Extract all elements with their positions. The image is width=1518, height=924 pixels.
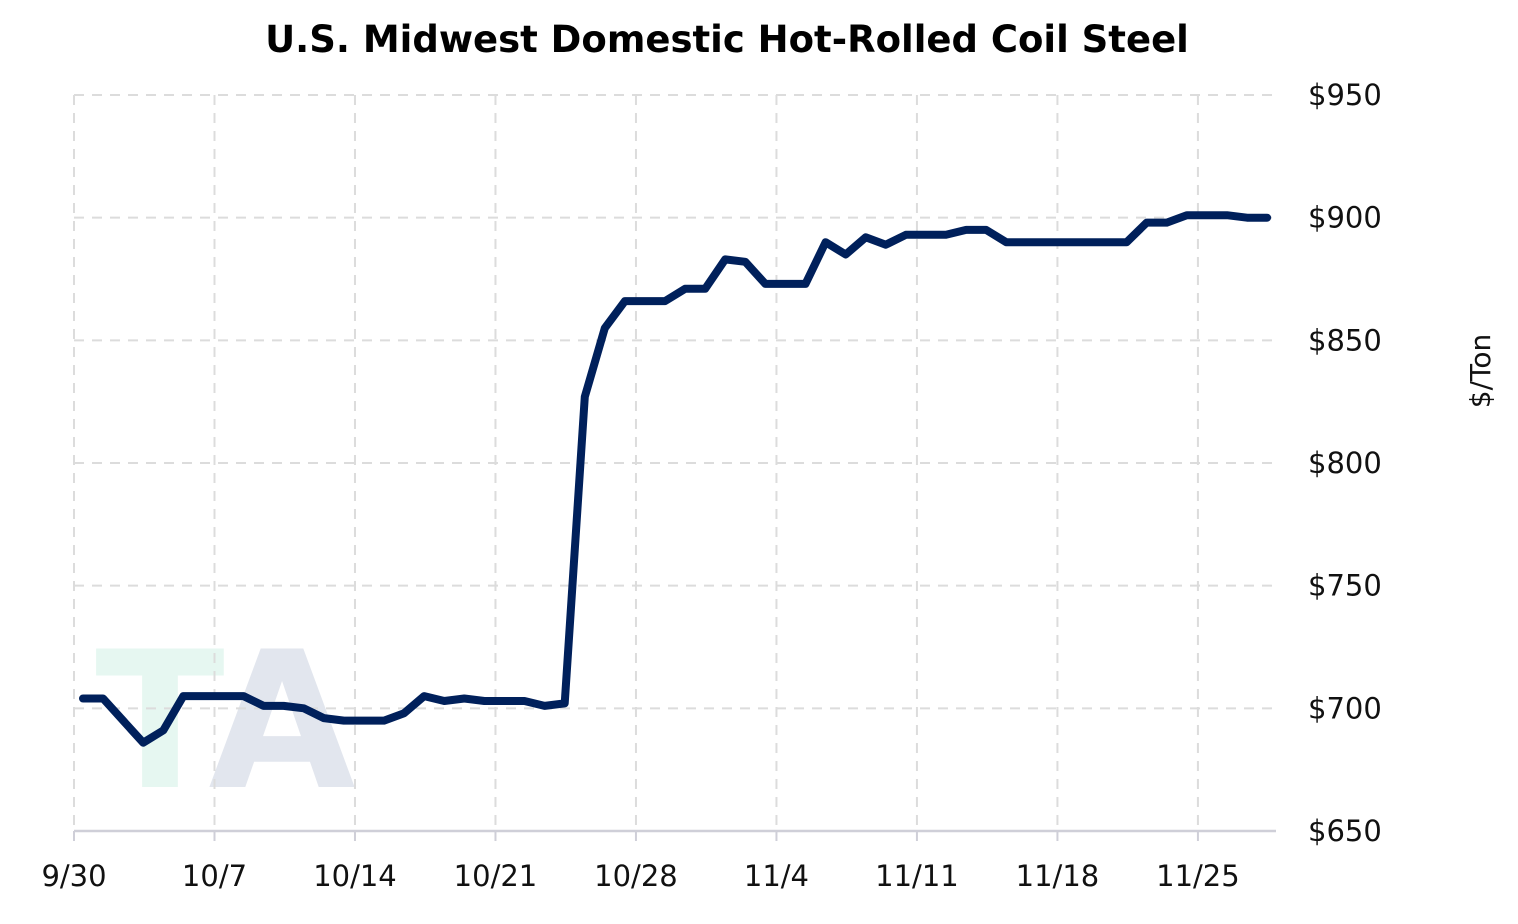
watermark-logo: TA <box>95 611 355 832</box>
x-tick-label: 11/25 <box>1156 859 1240 893</box>
series-group <box>79 211 1272 747</box>
y-tick-label: $800 <box>1308 446 1382 480</box>
x-tick-label: 10/28 <box>594 859 678 893</box>
x-tick-label: 11/11 <box>875 859 959 893</box>
y-tick-label: $900 <box>1308 201 1382 235</box>
series-line-0 <box>79 211 1272 747</box>
x-tick-label: 9/30 <box>41 859 106 893</box>
y-tick-label: $950 <box>1308 78 1382 112</box>
x-tick-label: 10/21 <box>454 859 538 893</box>
y-tick-label: $850 <box>1308 323 1382 357</box>
watermark-letter-t: T <box>95 611 225 832</box>
x-tick-label: 10/7 <box>182 859 247 893</box>
x-tick-label: 10/14 <box>313 859 397 893</box>
y-tick-label: $650 <box>1308 814 1382 848</box>
x-tick-label: 11/4 <box>744 859 809 893</box>
y-axis-label: $/Ton <box>1464 334 1497 408</box>
y-tick-label: $700 <box>1308 691 1382 725</box>
chart-title: U.S. Midwest Domestic Hot-Rolled Coil St… <box>265 18 1189 61</box>
x-axis-ticks: 9/30 10/7 10/14 10/21 10/28 11/4 11/11 11/18 11/… <box>41 831 1240 893</box>
y-axis-ticks: $650 $700 $750 $800 $850 $900 $950 <box>1308 78 1382 848</box>
y-tick-label: $750 <box>1308 569 1382 603</box>
x-tick-label: 11/18 <box>1016 859 1100 893</box>
